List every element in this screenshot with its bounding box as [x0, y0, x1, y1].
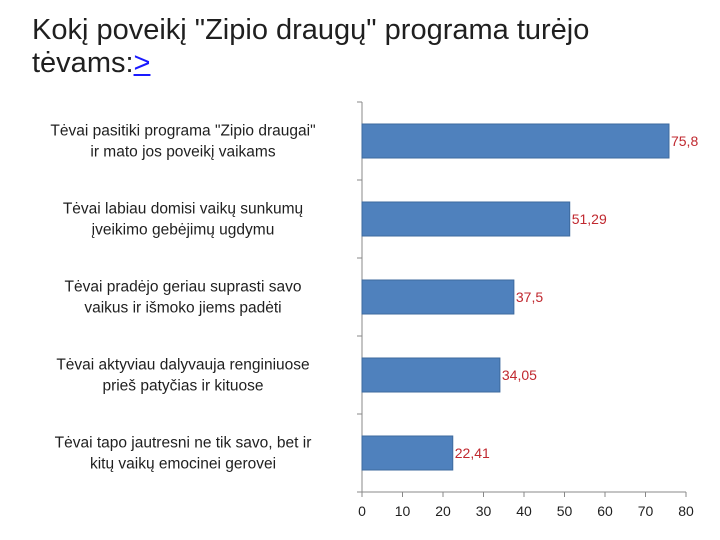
data-label: 34,05 [502, 367, 537, 383]
category-label-line: Tėvai tapo jautresni ne tik savo, bet ir [55, 435, 312, 452]
category-label-line: Tėvai aktyviau dalyvauja renginiuose [56, 357, 309, 374]
category-label-line: Tėvai pasitiki programa "Zipio draugai" [50, 123, 315, 140]
data-label: 22,41 [455, 445, 490, 461]
x-tick-label: 0 [358, 503, 366, 519]
category-label-line: įveikimo gebėjimų ugdymu [92, 222, 275, 239]
title-link[interactable]: > [133, 47, 151, 79]
bar [361, 357, 501, 393]
bar [361, 201, 571, 237]
x-tick-label: 20 [435, 503, 451, 519]
category-label-line: Tėvai pradėjo geriau suprasti savo [65, 279, 302, 296]
bar [361, 123, 670, 159]
data-label: 51,29 [572, 211, 607, 227]
x-tick-label: 70 [638, 503, 654, 519]
category-label: Tėvai labiau domisi vaikų sunkumų įveikim… [63, 201, 303, 239]
category-label: Tėvai pasitiki programa "Zipio draugai" i… [50, 123, 315, 161]
slide-title: Kokį poveikį "Zipio draugų" programa tur… [32, 14, 692, 80]
category-label: Tėvai pradėjo geriau suprasti savo vaikus… [65, 279, 302, 317]
category-label: Tėvai tapo jautresni ne tik savo, bet ir… [55, 435, 312, 473]
x-tick-label: 50 [557, 503, 573, 519]
bar [361, 279, 515, 315]
title-line-1: Kokį poveikį "Zipio draugų" programa tur… [32, 14, 590, 46]
category-label-line: vaikus ir išmoko jiems padėti [84, 300, 281, 317]
x-tick-label: 60 [597, 503, 613, 519]
title-line-2: tėvams: [32, 47, 134, 79]
bar [361, 435, 454, 471]
x-tick-label: 10 [395, 503, 411, 519]
data-label: 37,5 [516, 289, 543, 305]
category-label-line: kitų vaikų emocinei gerovei [90, 456, 276, 473]
x-tick-label: 40 [516, 503, 532, 519]
data-label: 75,8 [671, 133, 698, 149]
category-label-line: Tėvai labiau domisi vaikų sunkumų [63, 201, 303, 218]
x-tick-label: 30 [476, 503, 492, 519]
category-label-line: ir mato jos poveikį vaikams [90, 144, 275, 161]
category-label-line: prieš patyčias ir kituose [102, 378, 263, 395]
category-label: Tėvai aktyviau dalyvauja renginiuose prie… [56, 357, 309, 395]
x-tick-label: 80 [678, 503, 694, 519]
